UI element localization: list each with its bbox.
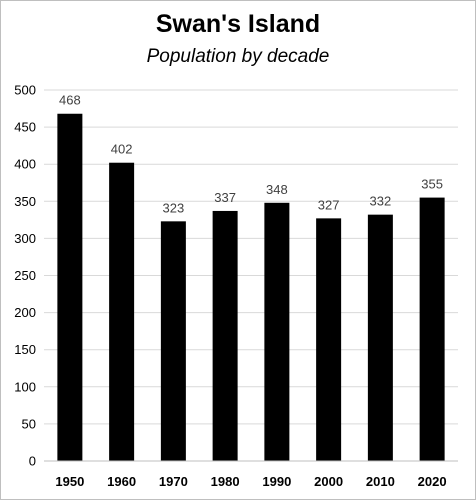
bar — [264, 202, 290, 461]
chart-subtitle: Population by decade — [146, 46, 330, 67]
data-label: 323 — [163, 200, 185, 215]
bar — [419, 197, 445, 461]
bar — [367, 214, 393, 461]
y-tick-label: 0 — [29, 454, 36, 469]
data-label: 337 — [214, 190, 236, 205]
bar — [160, 221, 186, 461]
x-tick-label: 1960 — [107, 474, 136, 489]
y-tick-label: 500 — [14, 83, 36, 98]
bar — [57, 113, 83, 461]
x-tick-label: 1950 — [55, 474, 84, 489]
x-tick-label: 2020 — [418, 474, 447, 489]
y-tick-label: 100 — [14, 379, 36, 394]
x-tick-label: 1990 — [262, 474, 291, 489]
data-label: 468 — [59, 93, 81, 108]
bar — [212, 210, 238, 461]
y-tick-label: 300 — [14, 231, 36, 246]
x-tick-label: 1980 — [211, 474, 240, 489]
data-label: 327 — [318, 197, 340, 212]
bar — [109, 162, 135, 461]
y-tick-label: 150 — [14, 342, 36, 357]
y-tick-label: 200 — [14, 305, 36, 320]
y-tick-label: 400 — [14, 157, 36, 172]
y-tick-label: 450 — [14, 120, 36, 135]
x-tick-label: 1970 — [159, 474, 188, 489]
data-label: 332 — [370, 194, 392, 209]
chart-title: Swan's Island — [155, 10, 321, 38]
x-tick-label: 2010 — [366, 474, 395, 489]
bar — [316, 218, 342, 461]
data-label: 402 — [111, 142, 133, 157]
x-tick-label: 2000 — [314, 474, 343, 489]
y-tick-label: 350 — [14, 194, 36, 209]
y-tick-label: 50 — [22, 416, 36, 431]
data-label: 348 — [266, 182, 288, 197]
data-label: 355 — [421, 177, 443, 192]
y-tick-label: 250 — [14, 268, 36, 283]
